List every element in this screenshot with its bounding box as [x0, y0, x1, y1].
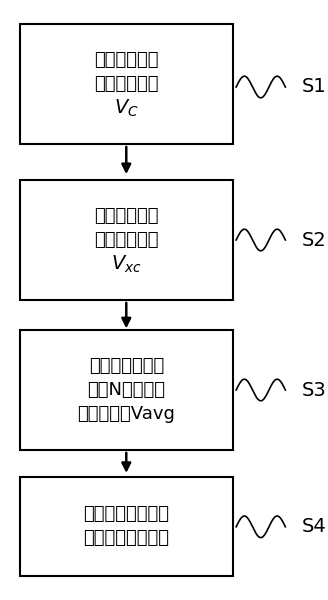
- Text: $V_C$: $V_C$: [114, 97, 139, 119]
- Text: 到平均流速Vavg: 到平均流速Vavg: [77, 405, 175, 423]
- Text: S2: S2: [302, 230, 326, 250]
- Text: 测得中心流速: 测得中心流速: [94, 75, 158, 93]
- Text: S3: S3: [302, 380, 326, 400]
- Text: 计算出待测流体流: 计算出待测流体流: [83, 505, 169, 523]
- Text: 参数N，进而得: 参数N，进而得: [87, 381, 165, 399]
- Text: 双道多普勒法: 双道多普勒法: [94, 51, 158, 69]
- FancyBboxPatch shape: [20, 330, 233, 450]
- Text: 双道延时法测: 双道延时法测: [94, 207, 158, 225]
- Text: S1: S1: [302, 77, 326, 97]
- Text: 计算出曲面特征: 计算出曲面特征: [89, 357, 164, 375]
- Text: 得线平均流速: 得线平均流速: [94, 231, 158, 249]
- FancyBboxPatch shape: [20, 24, 233, 144]
- Text: $V_{xc}$: $V_{xc}$: [111, 253, 142, 275]
- Text: S4: S4: [302, 517, 326, 536]
- FancyBboxPatch shape: [20, 477, 233, 576]
- Text: 量并输出流体流量: 量并输出流体流量: [83, 530, 169, 547]
- FancyBboxPatch shape: [20, 180, 233, 300]
